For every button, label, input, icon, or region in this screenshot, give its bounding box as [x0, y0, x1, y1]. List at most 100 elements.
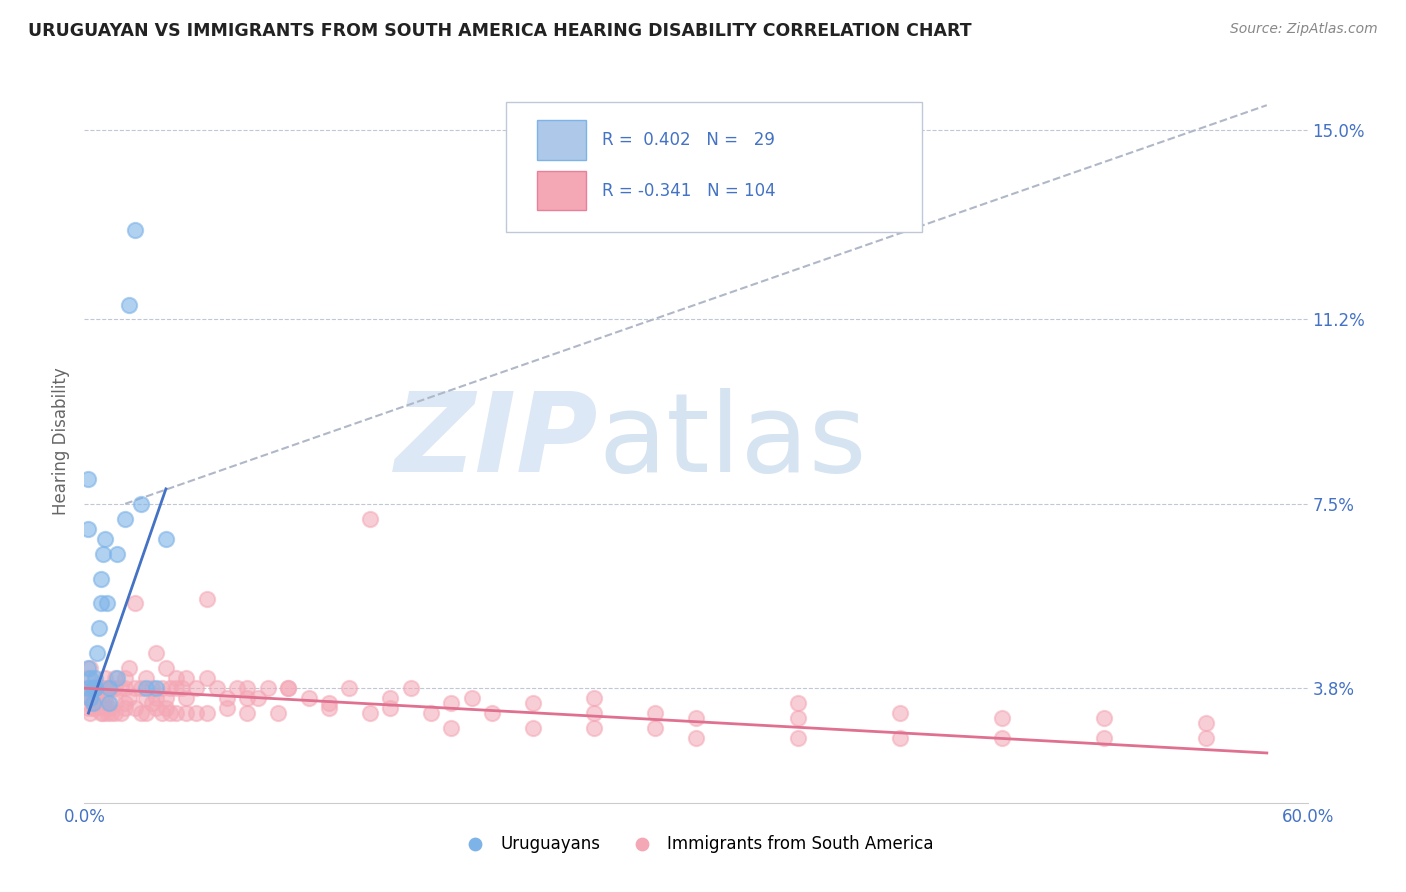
Point: [97, 681, 120, 696]
Point: [100, 706, 122, 720]
Point: [174, 706, 197, 720]
Point: [86, 696, 108, 710]
Point: [110, 681, 132, 696]
Bar: [537, 120, 586, 160]
Point: [96, 706, 118, 720]
Point: [104, 706, 127, 720]
Point: [159, 706, 181, 720]
Point: [83, 691, 105, 706]
Point: [114, 671, 136, 685]
Point: [104, 681, 127, 696]
Point: [124, 701, 146, 715]
Point: [105, 547, 128, 561]
Point: [481, 706, 503, 720]
Text: R =  0.402   N =   29: R = 0.402 N = 29: [602, 131, 775, 149]
Point: [141, 696, 163, 710]
Point: [104, 696, 127, 710]
Point: [135, 691, 157, 706]
Point: [380, 701, 402, 715]
Point: [318, 701, 340, 715]
Point: [114, 681, 136, 696]
Point: [87, 681, 110, 696]
Point: [77, 681, 100, 696]
Text: R = -0.341   N = 104: R = -0.341 N = 104: [602, 182, 775, 200]
Point: [79, 706, 101, 720]
Legend: Uruguayans, Immigrants from South America: Uruguayans, Immigrants from South Americ…: [451, 828, 941, 860]
Point: [583, 721, 606, 735]
Bar: [537, 170, 586, 211]
Point: [91, 706, 114, 720]
Point: [257, 681, 280, 696]
Point: [77, 691, 100, 706]
Point: [82, 696, 104, 710]
Point: [100, 681, 122, 696]
Point: [165, 681, 187, 696]
Point: [86, 691, 108, 706]
Point: [83, 681, 105, 696]
Point: [159, 681, 181, 696]
Point: [217, 691, 239, 706]
Point: [118, 691, 141, 706]
Point: [96, 681, 118, 696]
Point: [155, 691, 177, 706]
Point: [87, 696, 110, 710]
Point: [318, 696, 340, 710]
Point: [172, 681, 194, 696]
Point: [399, 681, 422, 696]
Point: [583, 691, 606, 706]
Point: [97, 701, 120, 715]
Point: [522, 721, 544, 735]
Point: [205, 681, 228, 696]
Point: [135, 681, 157, 696]
Point: [787, 711, 810, 725]
Point: [145, 646, 167, 660]
Point: [90, 597, 112, 611]
Point: [359, 512, 381, 526]
Point: [93, 532, 115, 546]
Point: [131, 706, 153, 720]
Point: [155, 661, 177, 675]
Point: [83, 681, 105, 696]
Point: [114, 512, 136, 526]
Text: atlas: atlas: [598, 388, 866, 495]
Point: [1195, 716, 1218, 731]
Point: [82, 701, 104, 715]
Point: [118, 661, 141, 675]
Point: [77, 681, 100, 696]
Point: [787, 696, 810, 710]
Point: [93, 701, 115, 715]
Point: [236, 691, 259, 706]
Point: [124, 223, 146, 237]
Point: [644, 721, 666, 735]
Point: [79, 661, 101, 675]
Point: [991, 711, 1014, 725]
Point: [82, 681, 104, 696]
Point: [83, 701, 105, 715]
Point: [91, 547, 114, 561]
Point: [359, 706, 381, 720]
Point: [110, 706, 132, 720]
Point: [420, 706, 443, 720]
FancyBboxPatch shape: [506, 102, 922, 232]
Point: [90, 681, 112, 696]
Point: [114, 696, 136, 710]
Point: [93, 691, 115, 706]
Point: [77, 671, 100, 685]
Point: [1092, 731, 1115, 745]
Point: [135, 671, 157, 685]
Point: [583, 706, 606, 720]
Point: [124, 597, 146, 611]
Point: [440, 721, 463, 735]
Point: [90, 706, 112, 720]
Point: [150, 706, 173, 720]
Point: [93, 671, 115, 685]
Point: [246, 691, 269, 706]
Point: [82, 691, 104, 706]
Point: [380, 691, 402, 706]
Point: [104, 671, 127, 685]
Point: [461, 691, 484, 706]
Point: [90, 691, 112, 706]
Y-axis label: Hearing Disability: Hearing Disability: [52, 368, 70, 516]
Point: [91, 681, 114, 696]
Point: [298, 691, 321, 706]
